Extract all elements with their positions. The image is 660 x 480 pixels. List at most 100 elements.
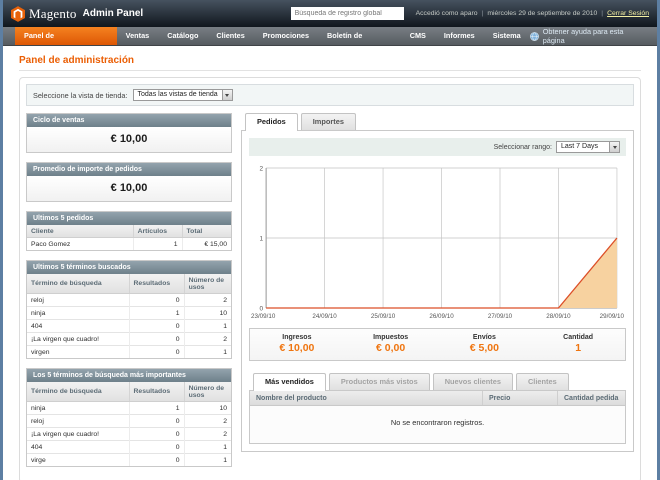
table-cell: 1: [184, 440, 231, 454]
table-cell: virgen: [27, 345, 130, 358]
average-orders-panel: Promedio de importe de pedidos € 10,00: [26, 162, 232, 202]
table-header-row: Término de búsqueda Resultados Número de…: [27, 382, 231, 402]
store-view-select[interactable]: Todas las vistas de tienda: [132, 89, 233, 101]
tab-importes[interactable]: Importes: [300, 113, 356, 130]
magento-logo: Magento Admin Panel: [11, 6, 143, 22]
tab-productos-mas-vistos[interactable]: Productos más vistos: [328, 373, 430, 390]
range-selector-bar: Seleccionar rango: Last 7 Days: [249, 138, 626, 156]
average-orders-value: € 10,00: [27, 176, 231, 201]
stat-value: € 5,00: [469, 342, 499, 354]
table-row[interactable]: Paco Gomez 1 € 15,00: [27, 237, 231, 250]
top-header-bar: Magento Admin Panel Accedió como aparo |…: [3, 0, 657, 27]
svg-text:1: 1: [260, 235, 264, 242]
global-search-input[interactable]: [290, 7, 404, 20]
table-row[interactable]: 404 0 1: [27, 319, 231, 333]
tab-mas-vendidos[interactable]: Más vendidos: [253, 373, 326, 391]
nav-item-boletin[interactable]: Boletín de noticias: [327, 31, 363, 58]
orders-tab-content: Seleccionar rango: Last 7 Days 0 1 2 23/09/…: [241, 130, 634, 452]
table-cell: 2: [184, 332, 231, 346]
table-row[interactable]: ¡La virgen que cuadro! 0 2: [27, 427, 231, 441]
tab-nuevos-clientes[interactable]: Nuevos clientes: [432, 373, 513, 390]
logo-wordmark: Magento: [29, 5, 77, 21]
panel-title: Los 5 términos de búsqueda más important…: [27, 369, 231, 382]
chart-wrap: 0 1 2 23/09/10 24/09/10 25/09/10 26/09/10 27/09…: [249, 156, 626, 321]
table-row[interactable]: reloj 0 2: [27, 293, 231, 307]
svg-text:25/09/10: 25/09/10: [371, 313, 396, 320]
top-search-terms-panel: Los 5 términos de búsqueda más important…: [26, 368, 232, 467]
svg-text:0: 0: [260, 305, 264, 312]
empty-records-message: No se encontraron registros.: [250, 406, 625, 443]
range-label: Seleccionar rango:: [493, 143, 552, 151]
table-header-row: Nombre del producto Precio Cantidad pedi…: [250, 391, 625, 406]
chart-tabs: Pedidos Importes: [241, 113, 634, 131]
separator: |: [601, 10, 604, 17]
nav-item-ventas[interactable]: Ventas: [125, 31, 150, 40]
table-cell: 0: [129, 414, 185, 428]
nav-item-promociones[interactable]: Promociones: [262, 31, 310, 40]
nav-item-cms[interactable]: CMS: [409, 31, 426, 40]
logout-link[interactable]: Cerrar Sesión: [607, 10, 649, 17]
last-orders-table: Cliente Artículos Total Paco Gomez 1 € 15,…: [27, 225, 231, 250]
tab-pedidos[interactable]: Pedidos: [245, 113, 298, 131]
table-cell: ninja: [27, 306, 130, 320]
svg-text:26/09/10: 26/09/10: [429, 313, 454, 320]
column-header: Término de búsqueda: [27, 274, 130, 294]
range-selected-value: Last 7 Days: [561, 143, 598, 150]
column-header: Total: [182, 225, 231, 238]
nav-item-informes[interactable]: Informes: [443, 31, 475, 40]
table-row[interactable]: 404 0 1: [27, 440, 231, 454]
table-cell: reloj: [27, 414, 130, 428]
nav-item-sistema[interactable]: Sistema: [492, 31, 521, 40]
column-header: Número de usos: [184, 274, 231, 294]
column-header: Resultados: [129, 274, 185, 294]
stat-value: € 10,00: [279, 342, 315, 354]
table-row[interactable]: reloj 0 2: [27, 414, 231, 428]
grid-tabs: Más vendidos Productos más vistos Nuevos…: [249, 373, 626, 391]
svg-text:2: 2: [260, 165, 264, 172]
table-cell: 2: [184, 293, 231, 307]
tab-clientes[interactable]: Clientes: [515, 373, 569, 390]
table-cell: ¡La virgen que cuadro!: [27, 427, 130, 441]
nav-item-clientes[interactable]: Clientes: [216, 31, 245, 40]
get-help-link[interactable]: Obtener ayuda para esta página: [529, 27, 657, 45]
table-cell: 0: [129, 293, 185, 307]
table-cell: 10: [184, 401, 231, 415]
last-search-terms-panel: Ultimos 5 términos buscados Término de b…: [26, 260, 232, 359]
left-column: Ciclo de ventas € 10,00 Promedio de impo…: [26, 113, 232, 476]
stat-ingresos: Ingresos € 10,00: [250, 334, 344, 354]
bestsellers-table: Nombre del producto Precio Cantidad pedi…: [250, 391, 625, 406]
panel-title: Ultimos 5 términos buscados: [27, 261, 231, 274]
table-row[interactable]: ¡La virgen que cuadro! 0 2: [27, 332, 231, 346]
table-cell: 1: [184, 345, 231, 358]
table-row[interactable]: virgen 0 1: [27, 345, 231, 358]
table-cell: 1: [133, 237, 183, 250]
panel-title: Promedio de importe de pedidos: [27, 163, 231, 176]
table-cell: 0: [129, 332, 185, 346]
svg-text:24/09/10: 24/09/10: [312, 313, 337, 320]
column-header: Cliente: [27, 225, 134, 238]
table-row[interactable]: virge 0 1: [27, 453, 231, 466]
range-select[interactable]: Last 7 Days: [556, 141, 620, 153]
column-header: Nombre del producto: [250, 391, 483, 406]
nav-item-catalogo[interactable]: Catálogo: [167, 31, 199, 40]
table-cell: 0: [129, 453, 185, 466]
totals-bar: Ingresos € 10,00 Impuestos € 0,00 Envíos…: [249, 328, 626, 361]
magento-logo-icon: [11, 5, 25, 22]
table-row[interactable]: ninja 1 10: [27, 306, 231, 320]
table-cell: 2: [184, 414, 231, 428]
svg-text:23/09/10: 23/09/10: [251, 313, 276, 320]
logo-admin-panel-label: Admin Panel: [82, 8, 144, 19]
bestsellers-grid: Nombre del producto Precio Cantidad pedi…: [249, 390, 626, 444]
nav-item-dashboard[interactable]: Panel de administración: [15, 27, 117, 58]
table-header-row: Término de búsqueda Resultados Número de…: [27, 274, 231, 294]
last-orders-panel: Ultimos 5 pedidos Cliente Artículos Tota…: [26, 211, 232, 251]
table-cell: virge: [27, 453, 130, 466]
panel-title: Ultimos 5 pedidos: [27, 212, 231, 225]
dashboard-container: Seleccione la vista de tienda: Todas las…: [19, 77, 641, 480]
logged-in-as-text: Accedió como aparo: [415, 10, 478, 17]
table-cell: Paco Gomez: [27, 237, 134, 250]
stat-impuestos: Impuestos € 0,00: [344, 334, 438, 354]
table-row[interactable]: ninja 1 10: [27, 401, 231, 415]
table-cell: 1: [129, 306, 185, 320]
stat-label: Impuestos: [373, 334, 409, 341]
